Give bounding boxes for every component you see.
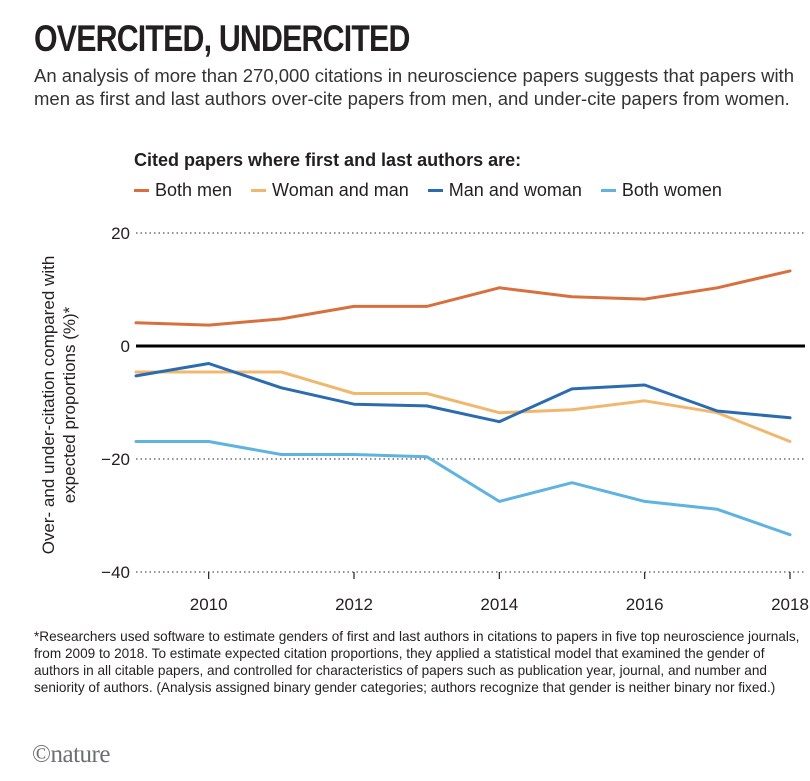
legend: Both men Woman and man Man and woman Bot… bbox=[134, 180, 722, 201]
legend-swatch-both-women bbox=[600, 189, 616, 192]
legend-item-man-and-woman: Man and woman bbox=[427, 180, 582, 201]
x-tick-label-2014: 2014 bbox=[480, 595, 518, 614]
legend-item-both-men: Both men bbox=[134, 180, 232, 201]
legend-swatch-both-men bbox=[134, 189, 149, 192]
x-tick-label-2016: 2016 bbox=[626, 595, 664, 614]
y-tick-label-40: −40 bbox=[101, 563, 130, 582]
y-tick-label-20: −20 bbox=[101, 450, 130, 469]
series-line-both-women bbox=[134, 440, 792, 537]
legend-swatch-man-and-woman bbox=[427, 189, 443, 192]
x-tick-label-2012: 2012 bbox=[335, 595, 373, 614]
chart-title: OVERCITED, UNDERCITED bbox=[34, 18, 410, 59]
x-tick-label-2010: 2010 bbox=[190, 595, 228, 614]
legend-title: Cited papers where first and last author… bbox=[134, 150, 522, 170]
legend-label-man-and-woman: Man and woman bbox=[448, 180, 582, 200]
footnote: *Researchers used software to estimate g… bbox=[34, 629, 800, 695]
legend-label-both-men: Both men bbox=[155, 180, 233, 200]
series-line-both-men bbox=[134, 269, 792, 327]
legend-label-both-women: Both women bbox=[621, 180, 722, 200]
legend-item-woman-and-man: Woman and man bbox=[251, 180, 409, 201]
chart-subtitle: An analysis of more than 270,000 citatio… bbox=[34, 65, 794, 109]
series-line-man-and-woman bbox=[134, 362, 792, 424]
y-tick-label-0: 0 bbox=[121, 337, 130, 356]
legend-swatch-woman-and-man bbox=[251, 189, 267, 192]
legend-label-woman-and-man: Woman and man bbox=[272, 180, 409, 200]
nature-logo: ©nature bbox=[32, 741, 110, 768]
x-tick-label-2018: 2018 bbox=[771, 595, 809, 614]
series-line-woman-and-man bbox=[134, 370, 792, 443]
legend-item-both-women: Both women bbox=[600, 180, 722, 201]
y-tick-label-20: 20 bbox=[111, 224, 130, 243]
